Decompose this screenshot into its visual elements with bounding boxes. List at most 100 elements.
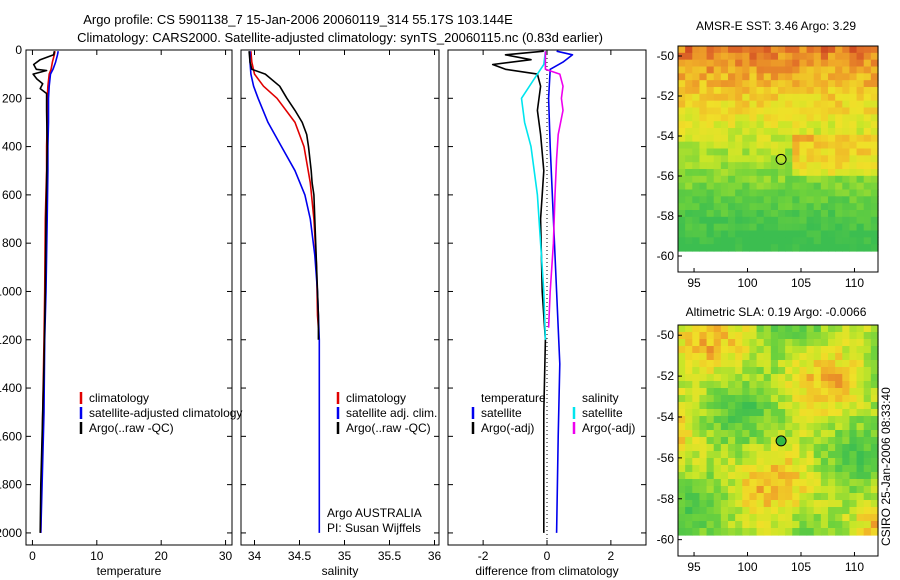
map-cell <box>856 423 865 431</box>
map-cell <box>728 52 736 61</box>
x-tick-label: 0 <box>544 549 551 563</box>
map-cell <box>735 80 743 88</box>
map-cell <box>792 134 801 143</box>
map-cell <box>699 148 708 156</box>
map-cell <box>678 339 686 347</box>
map-cell <box>828 500 836 508</box>
map-cell <box>678 237 686 245</box>
map-cell <box>685 500 693 508</box>
map-cell <box>806 175 815 184</box>
map-cell <box>785 107 793 115</box>
map-cell <box>742 46 751 54</box>
map-cell <box>792 507 801 515</box>
map-cell <box>842 507 851 515</box>
map-cell <box>820 155 829 163</box>
map-cell <box>770 402 779 410</box>
map-cell <box>692 402 701 410</box>
map-cell <box>742 155 751 163</box>
map-cell <box>699 128 708 136</box>
map-cell <box>742 66 751 74</box>
map-cell <box>870 59 879 68</box>
x-tick-label: 30 <box>219 549 233 563</box>
map-cell <box>692 203 701 211</box>
map-cell <box>699 479 708 487</box>
map-cell <box>770 148 779 156</box>
map-cell <box>706 437 715 445</box>
map-cell <box>806 182 815 191</box>
legend-title-salinity: salinity <box>582 391 619 405</box>
map-cell <box>692 46 701 54</box>
map-cell <box>692 100 701 109</box>
map-cell <box>685 472 693 480</box>
map-cell <box>835 465 843 473</box>
map-cell <box>749 528 758 536</box>
map-y-tick-label: -60 <box>657 249 675 263</box>
map-cell <box>813 155 822 163</box>
map-cell <box>863 332 872 340</box>
map-cell <box>856 409 865 417</box>
map-cell <box>870 514 879 522</box>
map-cell <box>835 237 843 245</box>
map-cell <box>749 486 758 494</box>
map-cell <box>828 409 836 417</box>
map-cell <box>785 507 793 515</box>
map-cell <box>756 230 765 238</box>
map-cell <box>835 374 843 382</box>
map-cell <box>770 155 779 163</box>
map-cell <box>763 353 772 361</box>
map-cell <box>706 100 715 109</box>
map-cell <box>856 507 865 515</box>
map-cell <box>713 46 722 54</box>
map-cell <box>863 479 872 487</box>
map-cell <box>713 223 722 232</box>
map-cell <box>785 479 793 487</box>
map-cell <box>778 367 786 375</box>
map-cell <box>770 353 779 361</box>
map-cell <box>770 479 779 487</box>
map-cell <box>778 465 786 473</box>
map-cell <box>678 52 686 61</box>
map-cell <box>813 148 822 156</box>
map-cell <box>806 486 815 494</box>
map-cell <box>735 465 743 473</box>
map-cell <box>863 500 872 508</box>
difference-axis-label: difference from climatology <box>475 564 618 578</box>
map-cell <box>735 141 743 150</box>
map-cell <box>720 59 729 68</box>
map-cell <box>785 332 793 340</box>
map-cell <box>835 451 843 459</box>
map-cell <box>706 196 715 204</box>
map-cell <box>813 521 822 529</box>
map-cell <box>849 528 858 536</box>
map-cell <box>720 237 729 245</box>
map-cell <box>720 528 729 536</box>
map-cell <box>842 210 851 218</box>
map-cell <box>685 451 693 459</box>
map-cell <box>870 458 879 466</box>
map-cell <box>678 430 686 438</box>
map-cell <box>735 437 743 445</box>
map-cell <box>692 437 701 445</box>
map-cell <box>813 409 822 417</box>
map-cell <box>820 451 829 459</box>
map-cell <box>820 175 829 184</box>
map-cell <box>720 472 729 480</box>
map-cell <box>699 360 708 368</box>
map-cell <box>699 444 708 452</box>
map-cell <box>735 66 743 74</box>
map-cell <box>849 521 858 529</box>
map-cell <box>713 374 722 382</box>
map-cell <box>778 223 786 232</box>
map-y-tick-label: -54 <box>657 410 675 424</box>
map-cell <box>770 203 779 211</box>
map-cell <box>763 59 772 68</box>
map-cell <box>735 416 743 424</box>
map-cell <box>820 423 829 431</box>
map-cell <box>770 73 779 81</box>
map-cell <box>699 114 708 122</box>
map-cell <box>778 388 786 396</box>
map-cell <box>770 189 779 197</box>
map-cell <box>806 402 815 410</box>
map-cell <box>742 346 751 354</box>
map-cell <box>863 374 872 382</box>
